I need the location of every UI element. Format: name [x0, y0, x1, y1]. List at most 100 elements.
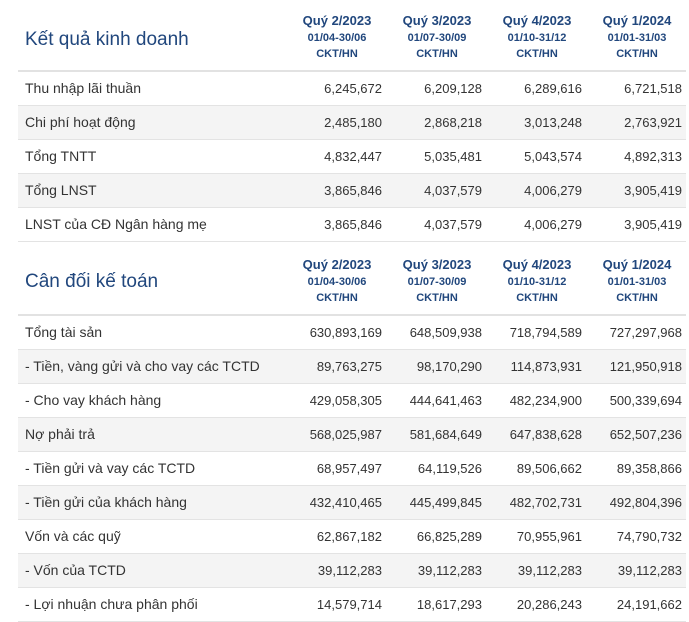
table-row: Tổng LNST 3,865,846 4,037,579 4,006,279 … [18, 174, 686, 208]
quarter-range: 01/10-31/12 [507, 276, 567, 288]
row-value: 14,579,714 [316, 597, 382, 612]
row-value: 64,119,526 [417, 461, 482, 476]
income-quarter-header-1: Quý 2/2023 01/04-30/06 CKT/HN [282, 12, 392, 62]
row-value: 6,245,672 [324, 81, 382, 96]
quarter-name: Quý 1/2024 [602, 257, 672, 272]
quarter-range: 01/07-30/09 [407, 32, 467, 44]
row-value: 89,506,662 [516, 461, 582, 476]
row-label: Chi phí hoạt động [25, 114, 136, 130]
table-row: Tổng tài sản 630,893,169 648,509,938 718… [18, 316, 686, 350]
row-value: 500,339,694 [609, 393, 682, 408]
row-value: 2,868,218 [424, 115, 482, 130]
quarter-unit: CKT/HN [316, 292, 358, 304]
row-value: 24,191,662 [616, 597, 682, 612]
table-row: Nợ phải trả 568,025,987 581,684,649 647,… [18, 418, 686, 452]
row-value: 89,358,866 [616, 461, 682, 476]
quarter-unit: CKT/HN [616, 292, 658, 304]
row-value: 39,112,283 [317, 563, 382, 578]
row-value: 482,702,731 [509, 495, 582, 510]
income-header: Kết quả kinh doanh Quý 2/2023 01/04-30/0… [18, 12, 686, 72]
row-value: 4,006,279 [524, 217, 582, 232]
table-row: - Tiền, vàng gửi và cho vay các TCTD 89,… [18, 350, 686, 384]
row-value: 68,957,497 [316, 461, 382, 476]
row-value: 630,893,169 [309, 325, 382, 340]
row-label: - Tiền, vàng gửi và cho vay các TCTD [25, 358, 260, 374]
quarter-range: 01/01-31/03 [607, 276, 667, 288]
quarter-name: Quý 2/2023 [302, 13, 372, 28]
row-value: 6,721,518 [624, 81, 682, 96]
row-value: 3,865,846 [324, 217, 382, 232]
row-value: 89,763,275 [316, 359, 382, 374]
row-value: 121,950,918 [609, 359, 682, 374]
row-label: - Cho vay khách hàng [25, 392, 162, 408]
quarter-range: 01/01-31/03 [607, 32, 667, 44]
income-section-title: Kết quả kinh doanh [25, 29, 189, 50]
row-value: 3,013,248 [524, 115, 582, 130]
balance-header: Cân đối kế toán Quý 2/2023 01/04-30/06 C… [18, 256, 686, 316]
row-label: Vốn và các quỹ [25, 528, 121, 544]
row-value: 3,905,419 [624, 183, 682, 198]
income-quarter-header-4: Quý 1/2024 01/01-31/03 CKT/HN [582, 12, 689, 62]
row-value: 39,112,283 [417, 563, 482, 578]
row-value: 5,035,481 [424, 149, 482, 164]
row-value: 581,684,649 [409, 427, 482, 442]
income-quarter-header-3: Quý 4/2023 01/10-31/12 CKT/HN [482, 12, 592, 62]
row-label: - Lợi nhuận chưa phân phối [25, 596, 198, 612]
row-value: 5,043,574 [524, 149, 582, 164]
quarter-name: Quý 4/2023 [502, 257, 572, 272]
row-value: 2,763,921 [624, 115, 682, 130]
row-value: 6,289,616 [524, 81, 582, 96]
quarter-range: 01/07-30/09 [407, 276, 467, 288]
income-section: Kết quả kinh doanh Quý 2/2023 01/04-30/0… [18, 12, 686, 242]
table-row: LNST của CĐ Ngân hàng mẹ 3,865,846 4,037… [18, 208, 686, 242]
quarter-name: Quý 3/2023 [402, 13, 472, 28]
row-value: 39,112,283 [517, 563, 582, 578]
row-value: 429,058,305 [309, 393, 382, 408]
quarter-range: 01/10-31/12 [507, 32, 567, 44]
balance-section: Cân đối kế toán Quý 2/2023 01/04-30/06 C… [18, 256, 686, 622]
quarter-name: Quý 1/2024 [602, 13, 672, 28]
row-value: 482,234,900 [509, 393, 582, 408]
row-value: 4,037,579 [424, 183, 482, 198]
quarter-unit: CKT/HN [416, 292, 458, 304]
row-value: 66,825,289 [416, 529, 482, 544]
row-value: 62,867,182 [316, 529, 382, 544]
row-value: 648,509,938 [409, 325, 482, 340]
table-row: Chi phí hoạt động 2,485,180 2,868,218 3,… [18, 106, 686, 140]
quarter-name: Quý 3/2023 [402, 257, 472, 272]
quarter-unit: CKT/HN [316, 48, 358, 60]
row-value: 3,865,846 [324, 183, 382, 198]
row-label: - Vốn của TCTD [25, 562, 126, 578]
row-value: 727,297,968 [609, 325, 682, 340]
quarter-name: Quý 4/2023 [502, 13, 572, 28]
row-value: 20,286,243 [516, 597, 582, 612]
row-label: Tổng LNST [25, 182, 97, 198]
row-label: LNST của CĐ Ngân hàng mẹ [25, 216, 207, 232]
row-value: 718,794,589 [509, 325, 582, 340]
row-value: 445,499,845 [409, 495, 482, 510]
row-label: Thu nhập lãi thuần [25, 80, 141, 96]
table-row: Thu nhập lãi thuần 6,245,672 6,209,128 6… [18, 72, 686, 106]
table-row: - Vốn của TCTD 39,112,283 39,112,283 39,… [18, 554, 686, 588]
row-value: 4,037,579 [424, 217, 482, 232]
table-row: - Lợi nhuận chưa phân phối 14,579,714 18… [18, 588, 686, 622]
row-value: 114,873,931 [510, 359, 582, 374]
row-label: Nợ phải trả [25, 426, 95, 442]
quarter-name: Quý 2/2023 [302, 257, 372, 272]
row-label: Tổng TNTT [25, 148, 97, 164]
balance-quarter-header-3: Quý 4/2023 01/10-31/12 CKT/HN [482, 256, 592, 306]
balance-quarter-header-2: Quý 3/2023 01/07-30/09 CKT/HN [382, 256, 492, 306]
row-value: 70,955,961 [516, 529, 582, 544]
row-value: 98,170,290 [416, 359, 482, 374]
quarter-unit: CKT/HN [616, 48, 658, 60]
quarter-range: 01/04-30/06 [307, 276, 367, 288]
table-row: Vốn và các quỹ 62,867,182 66,825,289 70,… [18, 520, 686, 554]
balance-quarter-header-1: Quý 2/2023 01/04-30/06 CKT/HN [282, 256, 392, 306]
row-value: 4,006,279 [524, 183, 582, 198]
row-value: 568,025,987 [309, 427, 382, 442]
row-value: 4,832,447 [324, 149, 382, 164]
row-value: 74,790,732 [616, 529, 682, 544]
row-value: 444,641,463 [409, 393, 482, 408]
quarter-unit: CKT/HN [416, 48, 458, 60]
row-value: 432,410,465 [309, 495, 382, 510]
